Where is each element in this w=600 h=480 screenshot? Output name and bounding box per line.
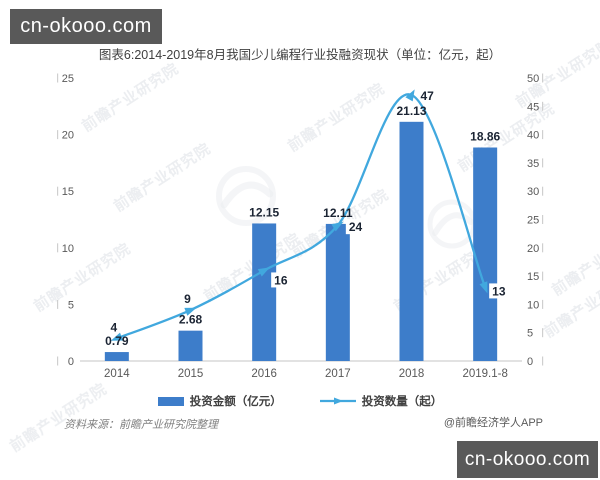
bar-2019.1-8 xyxy=(473,147,498,361)
watermark-badge-top-left: cn-okooo.com xyxy=(10,9,162,44)
line-marker-2014 xyxy=(110,332,124,341)
chart-title: 图表6:2014-2019年8月我国少儿编程行业投融资现状（单位：亿元，起） xyxy=(98,48,502,62)
line-series-swatch-icon xyxy=(319,397,356,405)
bar-2018 xyxy=(399,121,424,361)
credit-note: @前瞻经济学人APP xyxy=(443,417,543,429)
left-axis-tick-label: 20 xyxy=(62,130,74,142)
x-axis-category-label: 2018 xyxy=(399,368,425,380)
bar-value-label: 18.86 xyxy=(470,130,500,144)
bar-value-label: 0.79 xyxy=(105,334,129,348)
legend-item-investment-amount: 投资金额（亿元） xyxy=(157,393,282,409)
line-marker-2019.1-8 xyxy=(479,281,488,294)
bar-2015 xyxy=(178,330,203,361)
bar-value-label: 21.13 xyxy=(396,104,426,118)
left-axis-tick-label: 15 xyxy=(62,186,74,198)
legend-item-investment-count: 投资数量（起） xyxy=(319,393,443,409)
svg-text:前瞻产业研究院: 前瞻产业研究院 xyxy=(548,223,600,299)
chart-legend: 投资金额（亿元） 投资数量（起） xyxy=(0,393,600,409)
line-marker-2016 xyxy=(257,267,270,277)
right-axis-tick-label: 20 xyxy=(527,243,539,255)
svg-text:前瞻产业研究院: 前瞻产业研究院 xyxy=(110,139,214,215)
data-labels: 0.79 2.68 12.15 12.11 21.13 18.86 4 9 16 24 47 13 xyxy=(105,89,510,348)
bar-2017 xyxy=(325,223,350,361)
svg-text:前瞻产业研究院: 前瞻产业研究院 xyxy=(284,79,388,155)
line-marker-2015 xyxy=(184,307,197,316)
x-axis-category-label: 2015 xyxy=(178,368,204,380)
right-axis-tick-label: 5 xyxy=(527,328,533,340)
axes: 0 5 10 15 20 25 0 5 10 15 20 25 30 35 40 45 50 2014 2015 20… xyxy=(57,73,544,380)
line-marker-2017 xyxy=(331,221,344,232)
svg-text:前瞻产业研究院: 前瞻产业研究院 xyxy=(30,239,134,315)
line-marker-2018 xyxy=(405,89,415,102)
source-note: 资料来源：前瞻产业研究院整理 xyxy=(64,419,218,431)
right-axis-tick-label: 35 xyxy=(527,158,539,170)
legend-label-investment-amount: 投资金额（亿元） xyxy=(189,396,282,408)
x-axis-category-label: 2017 xyxy=(325,368,351,380)
right-axis-tick-label: 30 xyxy=(527,186,539,198)
right-axis-tick-label: 40 xyxy=(527,130,539,142)
left-axis-tick-label: 0 xyxy=(68,356,74,368)
bar-series xyxy=(104,121,498,361)
line-markers xyxy=(110,89,488,341)
line-value-label: 24 xyxy=(349,220,363,234)
x-axis-category-label: 2016 xyxy=(251,368,277,380)
x-axis-category-label: 2019.1-8 xyxy=(462,368,507,380)
right-axis-tick-label: 45 xyxy=(527,101,539,113)
bar-2014 xyxy=(104,352,129,361)
bar-value-label: 12.15 xyxy=(249,205,279,219)
left-axis-tick-label: 10 xyxy=(62,243,74,255)
line-value-label: 13 xyxy=(492,284,506,298)
right-axis-tick-label: 0 xyxy=(527,356,533,368)
x-axis-category-label: 2014 xyxy=(104,368,130,380)
watermark-badge-bottom-right: cn-okooo.com xyxy=(457,441,598,478)
right-axis-tick-label: 25 xyxy=(527,215,539,227)
right-axis-tick-label: 15 xyxy=(527,271,539,283)
bar-series-swatch-icon xyxy=(157,396,184,406)
line-value-label: 9 xyxy=(184,292,191,306)
bar-value-label: 2.68 xyxy=(179,313,203,327)
legend-label-investment-count: 投资数量（起） xyxy=(361,396,443,408)
right-axis-tick-label: 10 xyxy=(527,299,539,311)
svg-text:前瞻产业研究院: 前瞻产业研究院 xyxy=(78,59,182,135)
line-value-label: 16 xyxy=(274,273,288,287)
right-axis-tick-label: 50 xyxy=(527,73,539,85)
bar-value-label: 12.11 xyxy=(323,206,353,220)
bar-2016 xyxy=(252,223,277,361)
line-value-label: 4 xyxy=(110,320,117,334)
line-value-label: 47 xyxy=(421,89,435,103)
left-axis-tick-label: 5 xyxy=(68,299,74,311)
left-axis-tick-label: 25 xyxy=(62,73,74,85)
